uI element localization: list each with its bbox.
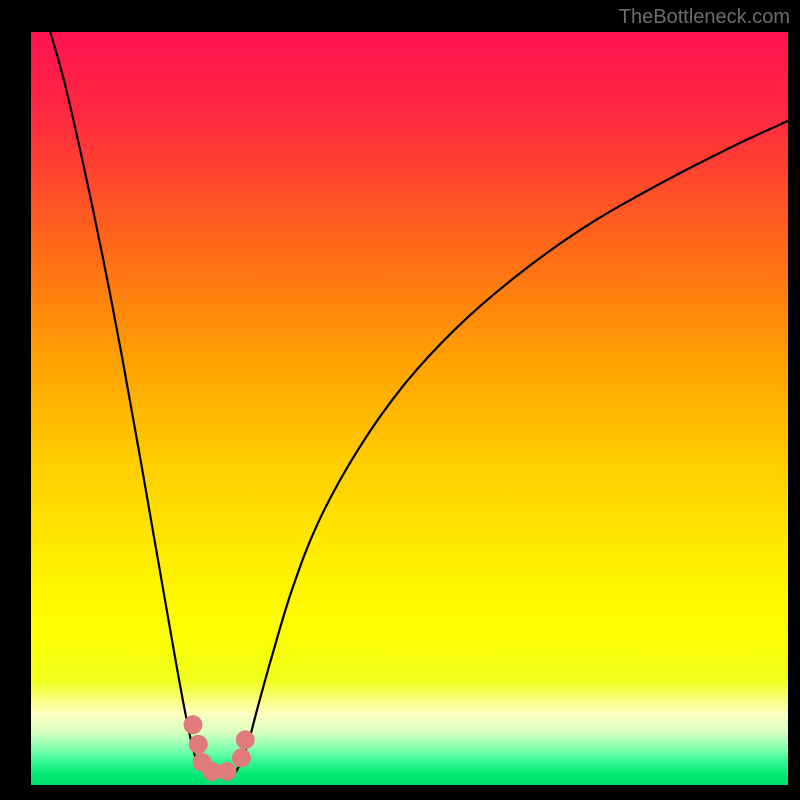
data-marker [184,715,203,734]
data-marker [189,735,208,754]
bottleneck-chart: TheBottleneck.com [0,0,800,800]
data-marker [218,762,237,781]
chart-svg [0,0,800,800]
data-marker [236,730,255,749]
chart-background [31,32,788,785]
data-marker [232,748,251,767]
watermark-text: TheBottleneck.com [619,6,790,29]
